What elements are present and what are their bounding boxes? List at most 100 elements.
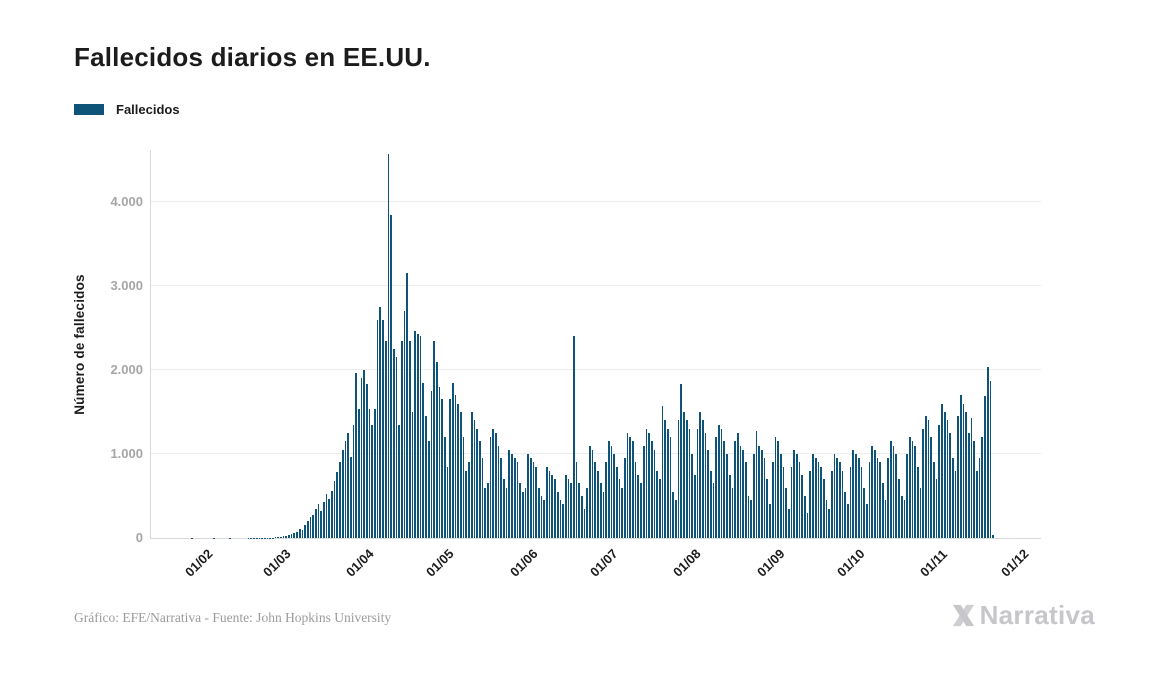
gridline — [151, 453, 1041, 454]
bar — [277, 537, 279, 538]
bar — [941, 403, 943, 538]
bar — [398, 424, 400, 538]
narrativa-logo-icon — [952, 604, 974, 627]
bar — [667, 428, 669, 538]
bar — [403, 311, 406, 538]
bar — [427, 441, 430, 538]
x-tick-label: 01/03 — [259, 545, 294, 580]
bar — [981, 437, 984, 538]
bar — [841, 470, 844, 538]
bar — [860, 466, 863, 538]
bar — [344, 441, 347, 538]
bar — [449, 399, 451, 538]
bar — [489, 437, 492, 538]
x-tick-label: 01/12 — [997, 545, 1032, 580]
bar — [486, 483, 489, 538]
bar — [460, 412, 462, 538]
bar — [368, 408, 371, 538]
bar — [884, 500, 887, 538]
bar — [723, 441, 726, 538]
bar — [339, 462, 341, 538]
bar — [613, 454, 615, 538]
legend: Fallecidos — [74, 102, 180, 117]
bar — [900, 496, 903, 538]
bar — [441, 399, 443, 538]
bar — [333, 481, 336, 538]
bar — [736, 433, 739, 538]
bar — [634, 462, 637, 538]
bar — [793, 449, 795, 538]
bar — [734, 441, 736, 538]
bar — [435, 361, 438, 538]
bar — [535, 466, 537, 538]
bar — [986, 367, 989, 538]
bar — [314, 509, 317, 538]
bar — [973, 441, 976, 538]
bar — [992, 535, 994, 538]
bar — [511, 454, 513, 538]
plot-area: 01/02 01/03 01/04 01/05 01/06 01/07 01/08 01/09… — [150, 150, 1041, 580]
bar — [817, 462, 820, 538]
bar — [715, 437, 718, 538]
gridline — [151, 285, 1041, 286]
bar — [672, 491, 675, 538]
y-axis-tick-labels: 0 1.000 2.000 3.000 4.000 — [60, 150, 143, 544]
bar — [653, 449, 656, 538]
bar — [430, 391, 433, 538]
bar — [699, 412, 701, 538]
bar — [470, 412, 473, 538]
bar — [839, 462, 841, 538]
bar — [911, 441, 914, 538]
bar — [755, 431, 758, 538]
bar — [742, 449, 744, 538]
x-tick-label: 01/04 — [342, 545, 377, 580]
bar — [374, 408, 376, 538]
bar — [844, 491, 847, 538]
bar — [481, 458, 484, 538]
bar — [618, 479, 621, 538]
bar — [546, 466, 548, 538]
bar — [712, 483, 715, 538]
bar — [331, 491, 333, 538]
bar — [417, 333, 419, 538]
legend-label: Fallecidos — [116, 102, 180, 117]
bar — [763, 458, 766, 538]
bar — [847, 504, 849, 538]
bar — [564, 475, 567, 538]
bar — [747, 496, 750, 538]
bar — [919, 487, 922, 538]
bar — [521, 491, 524, 538]
bar — [575, 462, 578, 538]
bar — [989, 380, 992, 538]
bar — [906, 454, 908, 538]
x-tick-label: 01/09 — [753, 545, 788, 580]
bar — [865, 504, 868, 538]
bar — [916, 466, 919, 538]
bar — [387, 154, 390, 538]
bar — [661, 406, 664, 538]
bar — [675, 500, 677, 538]
bar — [922, 428, 924, 538]
bar — [425, 416, 427, 538]
bar — [570, 483, 572, 538]
x-tick-label: 01/08 — [670, 545, 704, 580]
bar — [677, 420, 680, 538]
y-tick-label: 3.000 — [110, 278, 143, 293]
bar — [400, 340, 403, 538]
bar — [683, 412, 685, 538]
bar — [357, 408, 360, 538]
y-tick-label: 1.000 — [110, 446, 143, 461]
x-axis-tick-labels: 01/02 01/03 01/04 01/05 01/06 01/07 01/08 01/09… — [151, 538, 1032, 598]
bar — [632, 441, 634, 538]
bar — [984, 396, 986, 538]
bar — [349, 456, 352, 538]
bar — [890, 441, 892, 538]
bar — [801, 475, 804, 538]
bar — [419, 336, 422, 538]
bar — [806, 512, 809, 538]
bar — [822, 479, 825, 538]
bar — [892, 445, 895, 538]
bar — [532, 462, 535, 538]
bar — [503, 479, 505, 538]
bar — [513, 458, 516, 538]
